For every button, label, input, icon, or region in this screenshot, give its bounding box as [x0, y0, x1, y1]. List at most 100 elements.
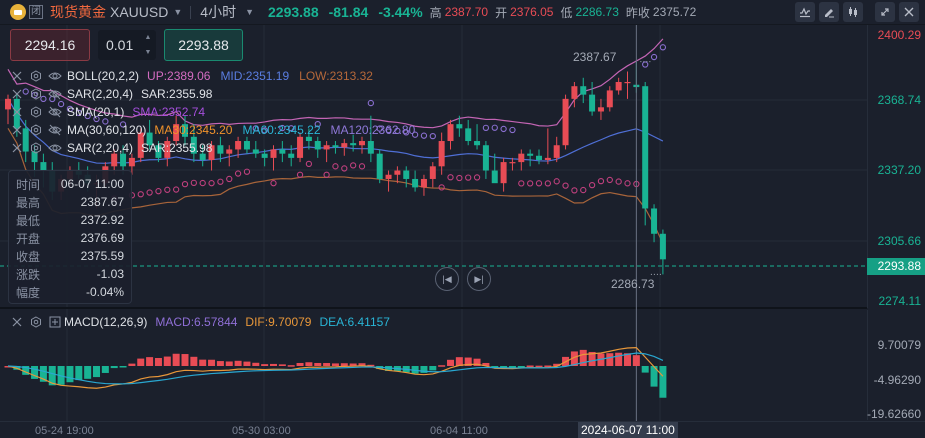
symbol-dropdown-icon[interactable]: ▼ — [173, 7, 183, 17]
remove-indicator-icon[interactable] — [10, 87, 24, 101]
indicator-value: MA60:2345.22 — [242, 123, 321, 137]
eye-off-icon[interactable] — [48, 105, 62, 119]
time-label: 05-30 03:00 — [232, 425, 291, 437]
indicator-value: MA30:2345.20 — [154, 123, 233, 137]
eye-off-icon[interactable] — [48, 87, 62, 101]
indicator-row: SAR(2,20,4) SAR:2355.98 — [10, 85, 425, 103]
settings-icon[interactable] — [29, 315, 43, 329]
settings-icon[interactable] — [29, 105, 43, 119]
tooltip-value: 2376.69 — [80, 231, 124, 245]
time-axis[interactable]: 05-24 19:00 05-30 03:00 06-04 11:00 2024… — [0, 421, 925, 438]
expand-icon — [881, 8, 889, 16]
top-bar: 闭 现货黄金 XAUUSD ▼ 4小时 ▼ 2293.88 -81.84 -3.… — [0, 0, 925, 25]
price-tick-label: 2400.29 — [877, 28, 921, 42]
price-change: -81.84 — [328, 4, 369, 20]
skip-forward-icon: ▶| — [474, 273, 484, 284]
remove-indicator-icon[interactable] — [10, 105, 24, 119]
quantity-stepper[interactable]: 0.01 ▲ ▼ — [98, 30, 156, 60]
price-tick-label: 2305.66 — [877, 234, 921, 248]
indicator-button[interactable] — [795, 2, 815, 22]
tooltip-label: 幅度 — [16, 285, 41, 300]
indicator-value: LOW:2313.32 — [299, 69, 373, 83]
tooltip-value: -0.04% — [85, 285, 124, 299]
tooltip-value: 2372.92 — [80, 213, 124, 227]
close-chart-button[interactable] — [899, 2, 919, 22]
settings-icon[interactable] — [29, 123, 43, 137]
low-value: 2286.73 — [575, 5, 619, 19]
indicator-value: SAR:2355.98 — [141, 87, 213, 101]
time-label: 06-04 11:00 — [430, 425, 488, 437]
quantity-input[interactable]: 0.01 — [106, 37, 134, 53]
macd-axis-label: -19.62660 — [866, 407, 921, 421]
symbol-name[interactable]: 现货黄金 — [50, 4, 106, 20]
price-change-pct: -3.44% — [378, 4, 423, 20]
macd-axis-label: 9.70079 — [877, 338, 921, 352]
ohlc-tooltip: 时间 06-07 11:00 最高 2387.67 最低 2372.92 开盘 2376.69… — [8, 170, 132, 304]
indicator-value: MID:2351.19 — [220, 69, 290, 83]
indicator-legend: BOLL(20,2,2) UP:2389.06 MID:2351.19 LOW:231… — [10, 67, 425, 157]
tooltip-label: 最低 — [16, 213, 41, 228]
eye-icon[interactable] — [48, 141, 62, 155]
remove-indicator-icon[interactable] — [10, 141, 24, 155]
indicator-name: SMA(20,1) — [67, 105, 125, 119]
tooltip-row: 涨跌 -1.03 — [16, 265, 124, 283]
prev-close-value: 2375.72 — [652, 5, 697, 19]
trade-panel: 2294.16 0.01 ▲ ▼ 2293.88 — [10, 29, 243, 61]
eye-icon[interactable] — [48, 69, 62, 83]
tooltip-row: 最高 2387.67 — [16, 193, 124, 211]
tooltip-value: 06-07 11:00 — [60, 177, 124, 191]
tooltip-value: 2375.59 — [80, 249, 124, 263]
candle-type-button[interactable] — [843, 2, 863, 22]
tooltip-label: 收盘 — [16, 249, 41, 264]
tooltip-row: 收盘 2375.59 — [16, 247, 124, 265]
increment-icon[interactable]: ▲ — [144, 34, 152, 41]
tooltip-label: 涨跌 — [16, 267, 41, 282]
indicator-value: SAR:2355.98 — [141, 141, 213, 155]
settings-icon[interactable] — [29, 69, 43, 83]
high-value: 2387.70 — [444, 5, 489, 19]
tooltip-row: 幅度 -0.04% — [16, 283, 124, 301]
dea-value: DEA:6.41157 — [319, 315, 390, 329]
symbol-code[interactable]: XAUUSD — [110, 4, 169, 20]
decrement-icon[interactable]: ▼ — [144, 49, 152, 56]
remove-indicator-icon[interactable] — [10, 69, 24, 83]
low-label: 低 — [560, 5, 573, 20]
high-label: 高 — [429, 5, 442, 20]
scroll-forward-button[interactable]: ▶| — [467, 267, 491, 291]
buy-button[interactable]: 2293.88 — [164, 29, 243, 61]
open-value: 2376.05 — [510, 5, 554, 19]
remove-indicator-icon[interactable] — [10, 123, 24, 137]
expand-pane-icon[interactable] — [48, 315, 62, 329]
price-axis[interactable]: 2400.29 2368.74 2337.20 2305.66 2274.11 2293.… — [867, 25, 925, 308]
settings-icon[interactable] — [29, 87, 43, 101]
scroll-back-button[interactable]: |◀ — [435, 267, 459, 291]
close-icon — [904, 7, 914, 17]
prev-close-label: 昨收 — [625, 5, 650, 20]
tooltip-label: 开盘 — [16, 231, 41, 246]
dif-value: DIF:9.70079 — [245, 315, 312, 329]
remove-indicator-icon[interactable] — [10, 315, 24, 329]
draw-button[interactable] — [819, 2, 839, 22]
sell-button[interactable]: 2294.16 — [10, 29, 90, 61]
macd-axis[interactable]: 9.70079 -4.96290 -19.62660 — [866, 310, 925, 421]
period-selector[interactable]: 4小时 — [200, 4, 237, 20]
stepper-arrows[interactable]: ▲ ▼ — [140, 30, 156, 60]
period-dropdown-icon[interactable]: ▼ — [245, 7, 254, 17]
eye-off-icon[interactable] — [48, 123, 62, 137]
price-tick-label: 2337.20 — [877, 163, 921, 177]
toolbar — [795, 2, 919, 22]
indicator-name: BOLL(20,2,2) — [67, 69, 140, 83]
tooltip-value: 2387.67 — [80, 195, 124, 209]
price-tick-label: 2274.11 — [878, 294, 922, 308]
candlestick-icon — [849, 7, 857, 17]
fullscreen-button[interactable] — [875, 2, 895, 22]
price-tick-label: 2368.74 — [877, 93, 921, 107]
current-price-tag: 2293.88 — [867, 258, 925, 275]
time-label: 05-24 19:00 — [35, 425, 94, 437]
tooltip-row: 开盘 2376.69 — [16, 229, 124, 247]
indicator-row: SAR(2,20,4) SAR:2355.98 — [10, 139, 425, 157]
settings-icon[interactable] — [29, 141, 43, 155]
candlestick-chart[interactable] — [0, 25, 867, 421]
indicator-row: SMA(20,1) SMA:2352.74 — [10, 103, 425, 121]
last-price: 2293.88 — [268, 4, 319, 20]
